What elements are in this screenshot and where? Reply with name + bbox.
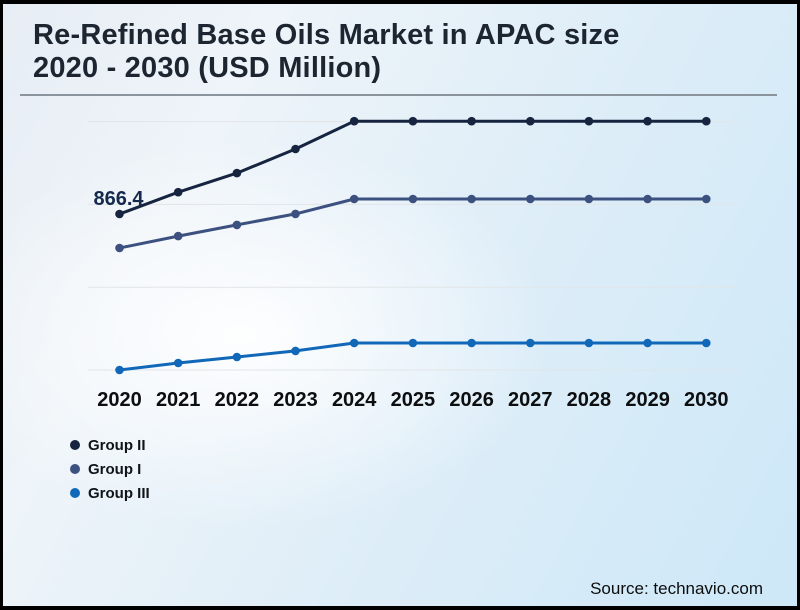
x-axis-label: 2025: [391, 389, 436, 411]
legend-item-group-i: Group I: [70, 457, 150, 481]
data-point-group-ii: [291, 144, 300, 154]
x-axis-label: 2022: [215, 389, 260, 411]
data-point-group-iii: [467, 338, 476, 348]
data-point-group-i: [115, 243, 124, 253]
data-point-group-ii: [643, 116, 652, 126]
x-axis-label: 2028: [567, 389, 612, 411]
x-axis-label: 2020: [97, 389, 142, 411]
data-point-group-iii: [173, 358, 183, 368]
data-point-group-i: [408, 194, 418, 204]
data-point-group-ii: [115, 209, 124, 219]
data-point-group-i: [526, 194, 535, 204]
data-point-group-i: [173, 231, 183, 241]
legend-item-group-iii: Group III: [70, 481, 150, 505]
data-point-group-ii: [232, 168, 242, 178]
data-point-group-i: [232, 220, 242, 230]
data-point-group-ii: [584, 116, 594, 126]
point-value-label: 866.4: [93, 188, 144, 210]
x-axis-label: 2029: [625, 389, 670, 411]
data-point-group-iii: [232, 352, 242, 362]
data-point-group-iii: [408, 338, 418, 348]
legend-marker-icon: [70, 440, 80, 450]
data-point-group-iii: [291, 346, 300, 356]
x-axis-label: 2030: [684, 389, 729, 411]
data-point-group-ii: [526, 116, 535, 126]
data-point-group-ii: [467, 116, 476, 126]
legend-label: Group II: [88, 436, 146, 454]
data-point-group-i: [584, 194, 594, 204]
data-point-group-ii: [702, 116, 711, 126]
x-axis-label: 2023: [273, 389, 318, 411]
chart-legend: Group II Group I Group III: [70, 433, 150, 505]
data-point-group-i: [702, 194, 711, 204]
chart-title: Re-Refined Base Oils Market in APAC size…: [33, 19, 743, 85]
data-point-group-iii: [643, 338, 652, 348]
title-divider: [20, 94, 777, 96]
legend-item-group-ii: Group II: [70, 433, 150, 457]
legend-marker-icon: [70, 488, 80, 498]
chart-title-line2: 2020 - 2030 (USD Million): [33, 52, 382, 84]
data-point-group-i: [291, 209, 300, 219]
data-point-group-iii: [115, 365, 124, 375]
source-credit: Source: technavio.com: [590, 579, 763, 598]
series-line-group-i: [118, 197, 708, 250]
data-point-group-i: [349, 194, 359, 204]
legend-label: Group III: [88, 484, 150, 502]
data-point-group-i: [643, 194, 652, 204]
data-point-group-i: [467, 194, 476, 204]
data-point-group-iii: [702, 338, 711, 348]
legend-label: Group I: [88, 460, 142, 478]
data-point-group-ii: [349, 116, 359, 126]
data-point-group-iii: [526, 338, 535, 348]
data-point-group-ii: [408, 116, 418, 126]
data-point-group-iii: [349, 338, 359, 348]
x-axis-label: 2026: [449, 389, 494, 411]
x-axis-label: 2021: [156, 389, 201, 411]
legend-marker-icon: [70, 464, 80, 474]
data-point-group-ii: [173, 187, 183, 197]
chart-title-line1: Re-Refined Base Oils Market in APAC size: [33, 19, 620, 51]
data-point-group-iii: [584, 338, 594, 348]
x-axis-label: 2027: [508, 389, 553, 411]
x-axis-label: 2024: [332, 389, 377, 411]
